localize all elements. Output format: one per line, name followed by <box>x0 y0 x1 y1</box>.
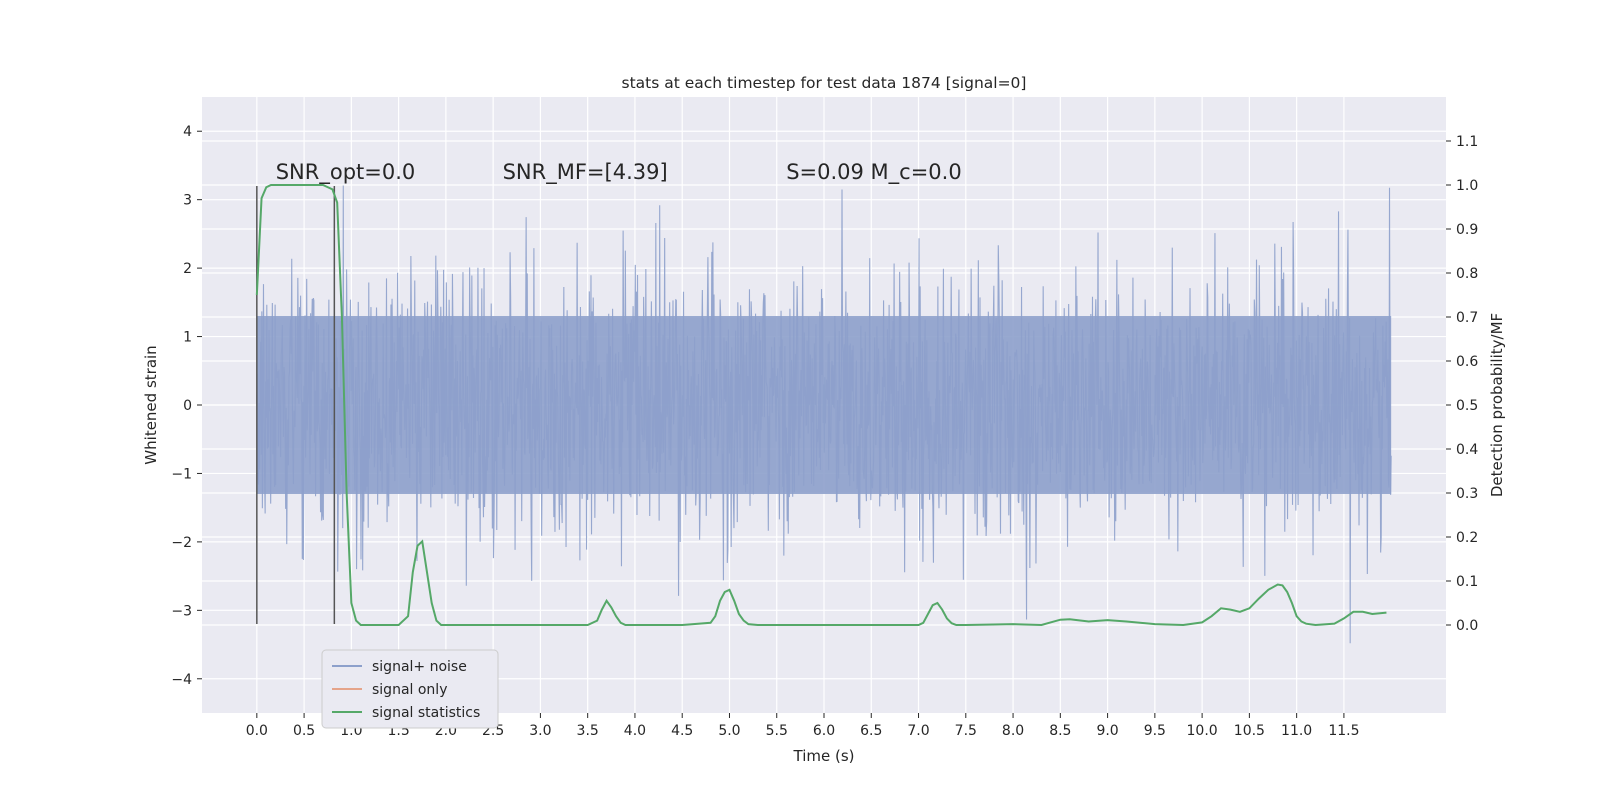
x-tick-label: 4.0 <box>624 723 646 739</box>
y2-tick-label: 0.6 <box>1456 354 1478 370</box>
x-tick-label: 3.0 <box>529 723 551 739</box>
y2-tick-label: 0.8 <box>1456 266 1478 282</box>
x-tick-label: 8.5 <box>1049 723 1071 739</box>
annotation-label: SNR_MF=[4.39] <box>503 160 668 185</box>
y2-tick-label: 0.2 <box>1456 530 1478 546</box>
legend-label-signal-statistics: signal statistics <box>372 705 480 721</box>
noise-series <box>256 185 1392 644</box>
y2-tick-label: 0.0 <box>1456 618 1478 634</box>
y2-tick-label: 1.0 <box>1456 178 1478 194</box>
y-tick-label: −2 <box>171 535 192 551</box>
vertical-markers <box>256 185 336 625</box>
y2-tick-label: 0.1 <box>1456 574 1478 590</box>
y2-axis-label: Detection probability/MF <box>1488 313 1506 497</box>
annotation-label: S=0.09 M_c=0.0 <box>786 160 962 185</box>
noise-band <box>256 316 1392 494</box>
legend-label-signal-only: signal only <box>372 682 447 698</box>
legend-box <box>321 649 499 729</box>
y2-tick-label: 1.1 <box>1456 134 1478 150</box>
chart-title: stats at each timestep for test data 187… <box>622 74 1027 92</box>
x-tick-label: 8.0 <box>1002 723 1024 739</box>
x-tick-label: 6.0 <box>813 723 835 739</box>
x-tick-label: 11.5 <box>1328 723 1359 739</box>
y-tick-label: −4 <box>171 672 192 688</box>
x-tick-label: 5.0 <box>718 723 740 739</box>
y-tick-label: 2 <box>183 261 192 277</box>
y2-tick-label: 0.9 <box>1456 222 1478 238</box>
y2-tick-label: 0.5 <box>1456 398 1478 414</box>
y-tick-label: 4 <box>183 124 192 140</box>
x-tick-label: 7.0 <box>907 723 929 739</box>
annotation-label: SNR_opt=0.0 <box>276 160 416 185</box>
x-tick-label: 6.5 <box>860 723 882 739</box>
x-tick-label: 3.5 <box>577 723 599 739</box>
y2-tick-label: 0.4 <box>1456 442 1478 458</box>
y2-tick-label: 0.7 <box>1456 310 1478 326</box>
x-tick-label: 4.5 <box>671 723 693 739</box>
y-axis-label: Whitened strain <box>142 345 160 464</box>
x-tick-label: 5.5 <box>766 723 788 739</box>
x-tick-label: 9.5 <box>1144 723 1166 739</box>
y2-tick-label: 0.3 <box>1456 486 1478 502</box>
stats-line <box>255 184 1387 627</box>
stats-series <box>255 184 1387 627</box>
axes: 0.0 0.5 1.0 1.5 2.0 2.5 3.0 3.5 4.0 4.5 5.0 5.5 6.0 6… <box>171 124 1478 739</box>
x-tick-label: 0.0 <box>246 723 268 739</box>
x-tick-label: 10.0 <box>1187 723 1218 739</box>
x-tick-label: 11.0 <box>1281 723 1312 739</box>
legend: signal+ noise signal only signal statist… <box>321 649 499 729</box>
x-axis-label: Time (s) <box>793 747 855 765</box>
y-tick-label: 3 <box>183 193 192 209</box>
y-tick-label: 0 <box>183 398 192 414</box>
y-tick-label: −1 <box>171 466 192 482</box>
x-tick-label: 7.5 <box>955 723 977 739</box>
x-tick-label: 0.5 <box>293 723 315 739</box>
annotations: SNR_opt=0.0 SNR_MF=[4.39] S=0.09 M_c=0.0 <box>276 160 962 185</box>
x-tick-label: 10.5 <box>1234 723 1265 739</box>
y-tick-label: 1 <box>183 330 192 346</box>
x-tick-label: 9.0 <box>1096 723 1118 739</box>
legend-label-signal-noise: signal+ noise <box>372 659 467 675</box>
y-tick-label: −3 <box>171 603 192 619</box>
